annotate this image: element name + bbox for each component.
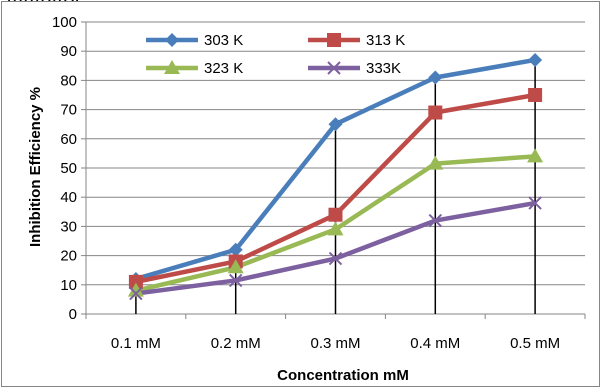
x-tick-label: 0.3 mM bbox=[310, 335, 360, 352]
legend-swatch-marker bbox=[327, 61, 341, 75]
y-tick-label: 30 bbox=[60, 218, 77, 235]
data-point bbox=[127, 282, 144, 297]
y-tick-label: 20 bbox=[60, 248, 77, 265]
x-tick-labels: 0.1 mM 0.2 mM 0.3 mM 0.4 mM 0.5 mM bbox=[111, 335, 560, 352]
x-tick-label: 0.2 mM bbox=[211, 335, 261, 352]
data-point bbox=[528, 88, 543, 102]
data-point bbox=[528, 196, 542, 210]
data-point bbox=[328, 117, 343, 132]
data-point bbox=[328, 207, 343, 222]
legend-entry: 303 K bbox=[146, 32, 243, 49]
data-point bbox=[527, 148, 544, 163]
data-point bbox=[228, 242, 243, 257]
series-markers bbox=[127, 52, 544, 301]
y-tick-label: 70 bbox=[60, 102, 77, 119]
legend-swatch-marker bbox=[327, 33, 341, 47]
x-axis-label: Concentration mM bbox=[277, 367, 409, 384]
data-point bbox=[528, 52, 543, 67]
y-tick-label: 0 bbox=[69, 306, 77, 323]
legend-swatch-marker bbox=[165, 33, 179, 47]
x-tick-label: 0.4 mM bbox=[410, 335, 460, 352]
legend-entry: 323 K bbox=[146, 60, 243, 77]
data-point bbox=[427, 155, 444, 170]
gridlines bbox=[86, 21, 585, 286]
y-tick-label: 90 bbox=[60, 43, 77, 60]
data-point bbox=[227, 259, 244, 274]
y-tick-label: 40 bbox=[60, 189, 77, 206]
data-point bbox=[428, 213, 443, 228]
data-point bbox=[128, 274, 143, 289]
data-point bbox=[428, 70, 443, 85]
y-tick-label: 100 bbox=[52, 14, 77, 31]
y-tick-label: 50 bbox=[60, 160, 77, 177]
data-point bbox=[328, 251, 343, 266]
y-tick-label: 80 bbox=[60, 72, 77, 89]
data-point bbox=[129, 286, 143, 301]
data-point bbox=[327, 221, 344, 236]
legend-label: 333K bbox=[366, 60, 401, 77]
legend-entry: 333K bbox=[308, 60, 401, 77]
x-tick-label: 0.1 mM bbox=[111, 335, 161, 352]
y-tick-labels: 0 10 20 30 40 50 60 70 80 90 100 bbox=[52, 14, 77, 323]
legend-label: 323 K bbox=[204, 60, 243, 77]
data-point bbox=[228, 273, 243, 288]
legend-entry: 313 K bbox=[308, 32, 405, 49]
y-axis-label: Inhibition Efficiency % bbox=[27, 87, 44, 247]
legend: 303 K 313 K 323 K 333K bbox=[146, 32, 405, 77]
y-tick-label: 60 bbox=[60, 131, 77, 148]
data-point bbox=[428, 105, 443, 120]
legend-label: 303 K bbox=[204, 32, 243, 49]
legend-label: 313 K bbox=[366, 32, 405, 49]
x-tick-label: 0.5 mM bbox=[510, 335, 560, 352]
y-tick-label: 10 bbox=[60, 277, 77, 294]
legend-swatch-marker bbox=[164, 60, 180, 74]
